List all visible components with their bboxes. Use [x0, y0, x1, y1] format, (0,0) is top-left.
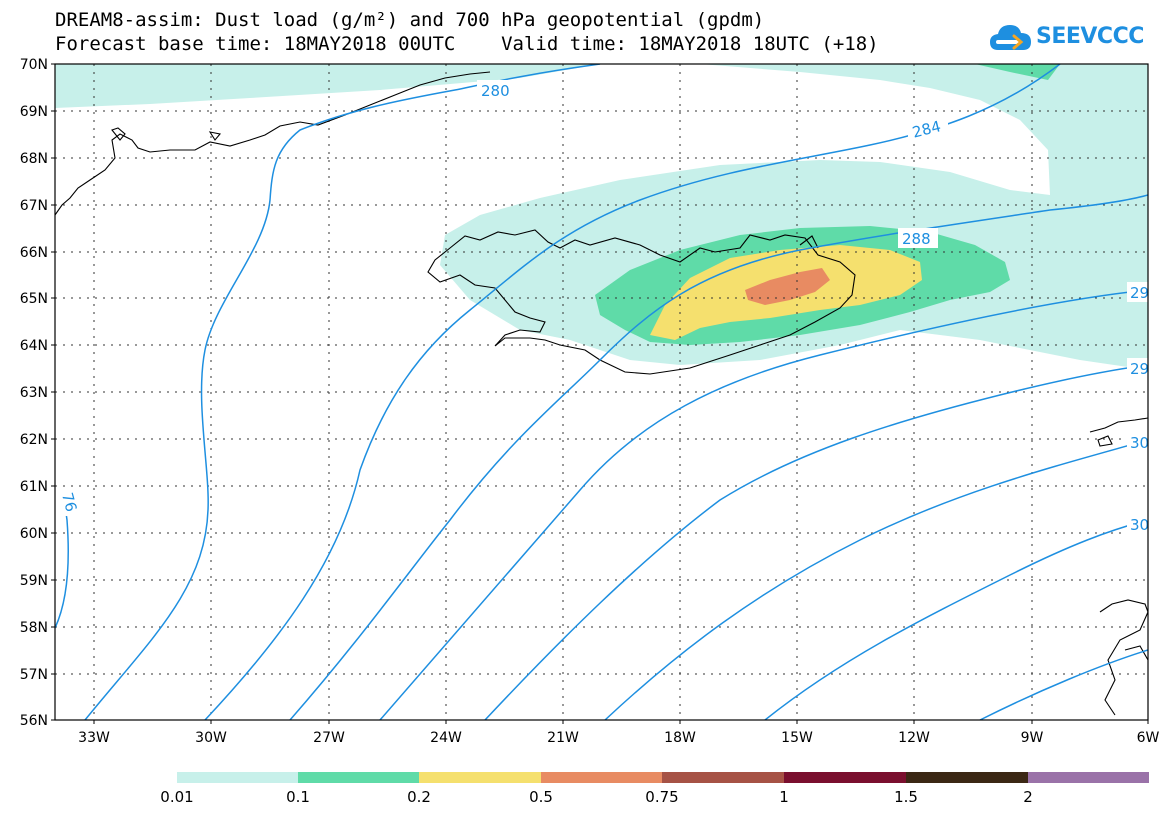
- lat-label: 67N: [20, 198, 48, 214]
- cloud-icon: [990, 25, 1031, 50]
- lat-label: 58N: [20, 620, 48, 636]
- contour-label-300: 30: [1130, 434, 1149, 452]
- contour-label-288: 288: [902, 230, 931, 248]
- colorbar-swatch: [419, 772, 541, 783]
- colorbar-label: 0.2: [407, 788, 431, 806]
- lat-label: 61N: [20, 479, 48, 495]
- lat-label: 57N: [20, 667, 48, 683]
- lon-label: 27W: [313, 730, 345, 746]
- lon-label: 18W: [664, 730, 696, 746]
- colorbar-swatch: [662, 772, 784, 783]
- colorbar-swatch: [1028, 772, 1149, 783]
- coastlines: [55, 71, 1148, 716]
- lat-label: 62N: [20, 432, 48, 448]
- lat-label: 64N: [20, 338, 48, 354]
- lat-label: 70N: [20, 57, 48, 73]
- contour-labels: 280 284 288 29 29 30 30 76: [55, 80, 1149, 534]
- lon-label: 9W: [1021, 730, 1044, 746]
- latitude-labels: 70N 69N 68N 67N 66N 65N 64N 63N 62N 61N …: [20, 57, 48, 729]
- graticule: [55, 64, 1148, 720]
- contour-label-280: 280: [481, 82, 510, 100]
- colorbar-swatch: [906, 772, 1028, 783]
- contour-label-296: 29: [1130, 360, 1149, 378]
- lat-label: 56N: [20, 713, 48, 729]
- lon-label: 12W: [898, 730, 930, 746]
- colorbar-label: 0.01: [160, 788, 194, 806]
- lat-label: 59N: [20, 573, 48, 589]
- lon-label: 24W: [430, 730, 462, 746]
- contour-label-276: 76: [58, 491, 80, 514]
- lat-label: 63N: [20, 385, 48, 401]
- chart-title-line1: DREAM8-assim: Dust load (g/m²) and 700 h…: [55, 9, 765, 31]
- lat-label: 69N: [20, 104, 48, 120]
- lat-label: 66N: [20, 245, 48, 261]
- geopotential-contours: [55, 64, 1148, 720]
- colorbar-label: 1.5: [894, 788, 918, 806]
- lon-label: 21W: [547, 730, 579, 746]
- lon-label: 15W: [781, 730, 813, 746]
- colorbar-label: 0.75: [645, 788, 679, 806]
- colorbar-swatch: [541, 772, 662, 783]
- colorbar-label: 2: [1023, 788, 1033, 806]
- axis-ticks: [51, 63, 1149, 724]
- colorbar-swatch: [784, 772, 906, 783]
- lat-label: 65N: [20, 291, 48, 307]
- colorbar-label: 0.1: [286, 788, 310, 806]
- contour-label-292: 29: [1130, 284, 1149, 302]
- seevccc-logo: SEEVCCC: [988, 18, 1168, 58]
- lat-label: 68N: [20, 151, 48, 167]
- iceland-coast: [427, 229, 856, 375]
- lon-label: 30W: [195, 730, 227, 746]
- chart-title-line2: Forecast base time: 18MAY2018 00UTC Vali…: [55, 33, 879, 55]
- contour-label-304: 30: [1130, 516, 1149, 534]
- dust-area-0.5: [745, 268, 830, 305]
- colorbar-label: 0.5: [529, 788, 553, 806]
- colorbar-swatch: [298, 772, 419, 783]
- colorbar-swatch: [177, 772, 298, 783]
- lon-label: 33W: [78, 730, 110, 746]
- logo-text: SEEVCCC: [1036, 24, 1144, 49]
- lon-label: 6W: [1137, 730, 1160, 746]
- longitude-labels: 33W 30W 27W 24W 21W 18W 15W 12W 9W 6W: [78, 730, 1159, 746]
- colorbar-label: 1: [779, 788, 789, 806]
- lat-label: 60N: [20, 526, 48, 542]
